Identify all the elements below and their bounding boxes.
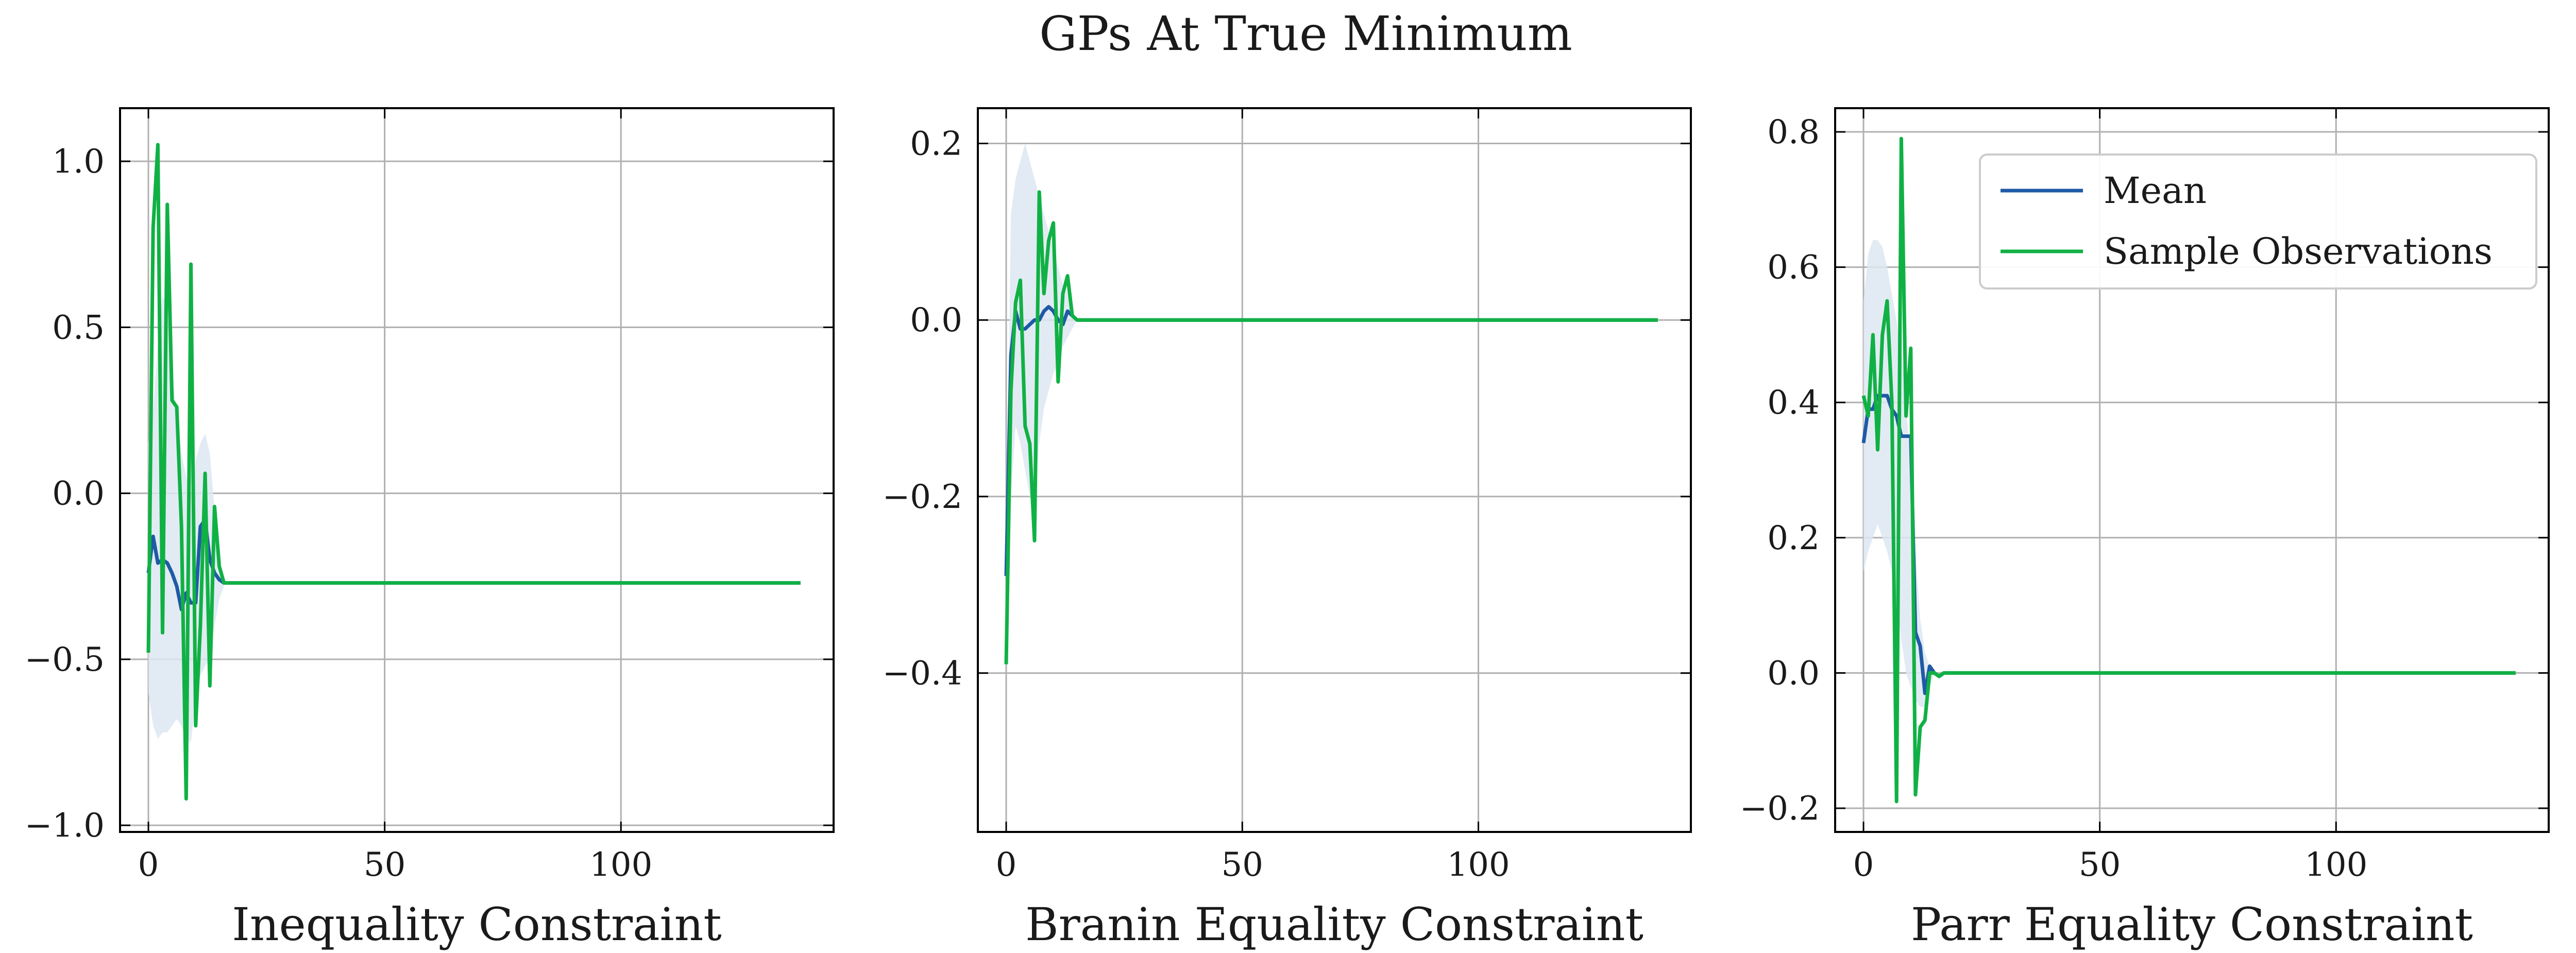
y-tick-label-3: 0.2: [910, 125, 962, 163]
x-tick-label-2: 100: [589, 846, 652, 884]
legend: Mean Sample Observations: [1979, 154, 2537, 290]
y-tick-label-3: 0.4: [1767, 384, 1820, 422]
subplot-parr-equality-constraint: 0 50 100 −0.2 0.0 0.2 0.4 0.6 0.8 Parr Equality C…: [1740, 107, 2550, 951]
y-tick-label-4: 1.0: [52, 143, 105, 181]
figure-title: GPs At True Minimum: [1039, 6, 1572, 61]
legend-label-sample-observations: Sample Observations: [2104, 230, 2493, 273]
legend-box: [1979, 154, 2537, 290]
plot-area: [1004, 143, 1658, 665]
y-tick-label-0: −1.0: [25, 807, 105, 845]
y-tick-label-0: −0.2: [1740, 790, 1820, 828]
y-tick-label-1: −0.2: [883, 478, 962, 516]
axes-frame: [119, 107, 835, 833]
x-tick-label-1: 50: [2079, 846, 2121, 884]
subplot-branin-equality-constraint: 0 50 100 −0.4 −0.2 0.0 0.2 Branin Equality Cons…: [883, 107, 1692, 951]
y-tick-label-0: −0.4: [883, 655, 962, 693]
x-tick-label-2: 100: [1447, 846, 1510, 884]
legend-label-mean: Mean: [2104, 169, 2207, 212]
plot-area: [1861, 137, 2516, 804]
y-tick-label-2: 0.0: [52, 475, 105, 513]
x-axis-label: Parr Equality Constraint: [1911, 898, 2473, 951]
series-line-sample-observations: [1004, 190, 1658, 665]
axes-frame: [1834, 107, 2550, 833]
series-line-sample-observations: [1861, 137, 2516, 804]
confidence-band: [148, 294, 224, 742]
x-axis-label: Branin Equality Constraint: [1025, 898, 1643, 951]
y-tick-label-3: 0.5: [52, 309, 105, 347]
series-line-mean: [1004, 305, 1658, 576]
x-tick-label-1: 50: [1222, 846, 1263, 884]
subplot-inequality-constraint: 0 50 100 −1.0 −0.5 0.0 0.5 1.0 Inequality Constr…: [25, 107, 835, 951]
series-line-mean: [146, 518, 801, 611]
x-tick-label-0: 0: [996, 846, 1017, 884]
y-tick-label-2: 0.2: [1767, 519, 1820, 557]
y-tick-label-1: 0.0: [1767, 654, 1820, 692]
x-tick-label-0: 0: [138, 846, 159, 884]
y-tick-label-2: 0.0: [910, 301, 962, 339]
x-tick-label-1: 50: [364, 846, 405, 884]
x-tick-label-2: 100: [2304, 846, 2367, 884]
confidence-band: [1006, 143, 1077, 585]
x-tick-label-0: 0: [1853, 846, 1874, 884]
axes-frame: [977, 107, 1692, 833]
y-tick-label-5: 0.8: [1767, 113, 1820, 151]
y-tick-label-4: 0.6: [1767, 249, 1820, 287]
series-line-mean: [1861, 394, 2516, 695]
plot-area: [146, 143, 801, 801]
series-line-sample-observations: [146, 143, 801, 801]
x-axis-label: Inequality Constraint: [232, 898, 722, 951]
y-tick-label-1: −0.5: [25, 641, 105, 679]
